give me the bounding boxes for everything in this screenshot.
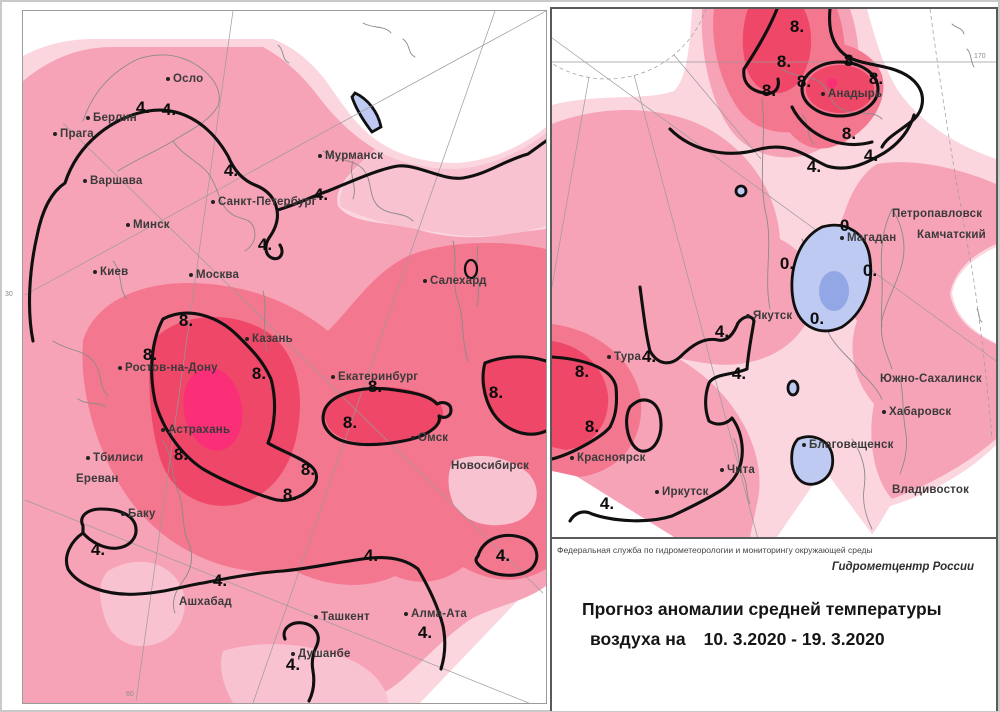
anomaly-red-anadyr bbox=[806, 65, 874, 113]
isoline-8-east bbox=[481, 355, 546, 436]
graticule-line bbox=[673, 54, 762, 160]
river-lines bbox=[112, 260, 268, 352]
map-panel-east: Анадырь Петропавловск Камчатский Магадан Яку… bbox=[552, 9, 996, 537]
coastline-amur bbox=[733, 438, 873, 530]
cold-core-magadan bbox=[819, 271, 849, 311]
forecast-title-prefix: воздуха на bbox=[590, 629, 686, 649]
hydromet-center-line: Гидрометцентр России bbox=[831, 561, 974, 573]
anomaly-core-ekaterinburg bbox=[325, 386, 444, 444]
coastline-ob-gulf bbox=[452, 240, 479, 362]
islands-northeast bbox=[951, 23, 983, 323]
anomaly-magenta-anadyr bbox=[827, 78, 837, 88]
graticule-line bbox=[252, 11, 496, 703]
graticule-line bbox=[135, 11, 234, 702]
isoline-8-funnel-left bbox=[742, 9, 780, 95]
anomaly-medium-centerleft bbox=[552, 110, 816, 365]
coastline-sakhalin bbox=[899, 376, 907, 475]
pale-patch-south bbox=[221, 644, 388, 703]
pale-patch-southeast bbox=[448, 455, 537, 526]
map-west-canvas bbox=[23, 11, 546, 703]
graticule-line bbox=[24, 499, 530, 703]
graticule-line bbox=[24, 11, 546, 296]
isoline-8-ekaterinburg bbox=[321, 386, 453, 447]
caption-area: Федеральная служба по гидрометеорологии … bbox=[552, 537, 996, 711]
coastline-black-sea bbox=[52, 340, 109, 408]
map-panel-east-box: Анадырь Петропавловск Камчатский Магадан Яку… bbox=[550, 7, 998, 711]
graticule-line bbox=[552, 76, 590, 289]
anomaly-band-topright bbox=[339, 133, 546, 237]
graticule-degree-label: 170 bbox=[974, 53, 986, 60]
isoline-8-anadyr-south bbox=[790, 105, 874, 147]
isoline-4-murmansk bbox=[275, 139, 546, 212]
pale-patch-caspian bbox=[100, 561, 185, 647]
coastline-kamchatka bbox=[880, 208, 905, 370]
isoline-4-south bbox=[64, 531, 447, 671]
coastline-scandinavia bbox=[82, 54, 256, 252]
graticule-meridian bbox=[929, 9, 993, 440]
coastline-islands-north bbox=[277, 22, 416, 64]
agency-line: Федеральная служба по гидрометеорологии … bbox=[557, 545, 873, 555]
map-east-canvas bbox=[552, 9, 996, 537]
anomaly-medium-right bbox=[836, 162, 996, 499]
forecast-title-line2: воздуха на 10. 3.2020 - 19. 3.2020 bbox=[590, 629, 885, 650]
coastline-chukotka bbox=[781, 68, 883, 145]
isoline-8-anadyr-loop bbox=[800, 60, 880, 118]
cold-spot-small bbox=[786, 379, 800, 397]
isoline-4-baku-loop bbox=[80, 507, 138, 550]
date-range: 10. 3.2020 - 19. 3.2020 bbox=[703, 629, 885, 649]
coastline-caspian bbox=[162, 440, 193, 614]
forecast-title-line1: Прогноз аномалии средней температуры bbox=[582, 599, 942, 619]
isoline-4-northeast bbox=[668, 113, 916, 170]
graticule-degree-label: 30 bbox=[5, 291, 13, 298]
anomaly-red-krasnoyarsk bbox=[625, 398, 663, 453]
cold-spot-north bbox=[734, 184, 748, 198]
isoline-4-north bbox=[27, 108, 284, 343]
anomaly-red-funnel bbox=[742, 9, 812, 94]
isoline-4-southeast-loop bbox=[474, 533, 539, 577]
isoline-8-funnel-right bbox=[827, 9, 924, 149]
graticule-line bbox=[62, 122, 544, 594]
isoline-4-central bbox=[568, 285, 756, 523]
map-panel-west: Осло Берлин Прага Варшава Минск Киев Москва Сан… bbox=[22, 10, 547, 704]
graticule-line bbox=[552, 37, 996, 362]
isoline-4-dushanbe bbox=[282, 621, 320, 703]
anomaly-core-east bbox=[483, 358, 546, 435]
isoline-8-west bbox=[552, 355, 619, 461]
cold-region-blagoveshchensk bbox=[790, 435, 835, 486]
isoline-8-central bbox=[150, 311, 319, 502]
isoline-loop-salekhard bbox=[463, 258, 479, 280]
anomaly-core-magenta bbox=[183, 367, 243, 451]
anomaly-red-west bbox=[552, 341, 609, 450]
graticule-arc bbox=[552, 9, 707, 80]
cold-patch-kola bbox=[350, 91, 383, 134]
graticule-line bbox=[633, 74, 758, 537]
white-wedge-bottom bbox=[777, 469, 874, 537]
river-lena bbox=[761, 98, 771, 310]
graticule-degree-label: 60 bbox=[126, 691, 134, 698]
